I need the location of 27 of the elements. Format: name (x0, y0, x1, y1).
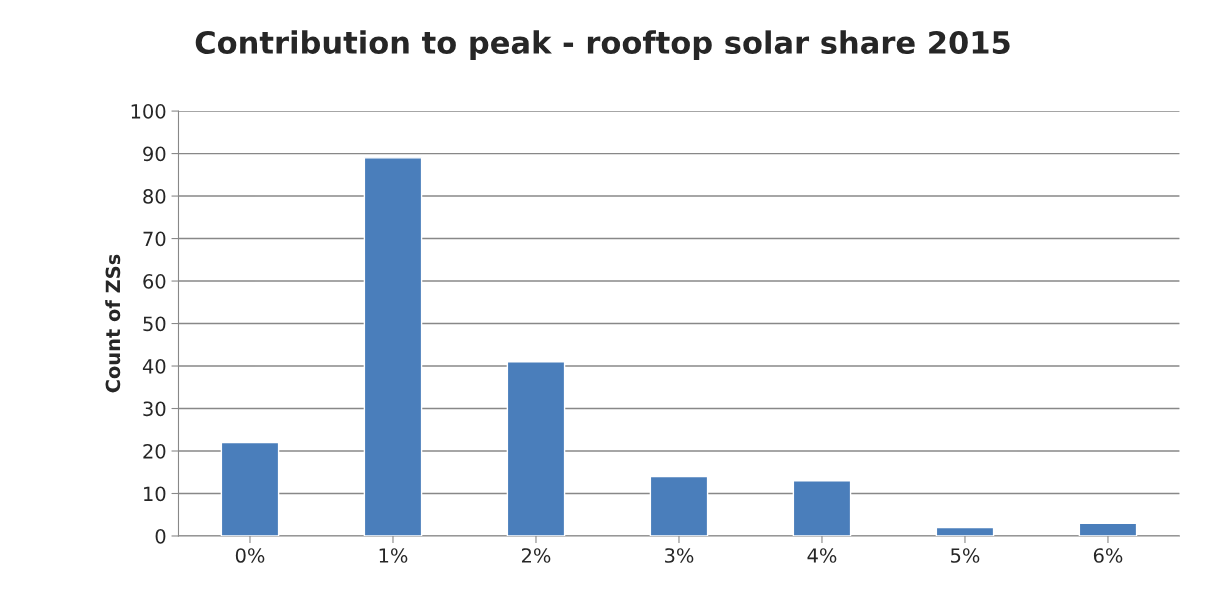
y-tick-label: 80 (143, 189, 166, 204)
chart-title: Contribution to peak - rooftop solar share 2015 (195, 30, 1010, 60)
y-tick-label: 100 (131, 104, 166, 119)
y-tick-label: 20 (143, 443, 166, 459)
bar (649, 475, 709, 536)
bar (792, 480, 852, 536)
x-tick-label: 3% (665, 548, 694, 563)
bar (1078, 522, 1138, 536)
y-tick-label: 90 (143, 146, 166, 162)
x-tick-label: 0% (235, 548, 265, 563)
y-tick-label: 50 (143, 316, 166, 332)
bar (935, 526, 995, 536)
x-tick-label: 4% (807, 548, 837, 563)
y-axis-title: Count of ZSs (105, 254, 121, 393)
y-tick-label: 70 (143, 231, 166, 247)
y-tick-label: 60 (143, 274, 166, 289)
y-tick-label: 10 (144, 486, 166, 502)
bar (363, 157, 423, 536)
bar (220, 441, 280, 536)
y-tick-label: 0 (155, 528, 166, 544)
x-tick-label: 2% (521, 548, 551, 563)
y-tick-label: 40 (142, 358, 166, 374)
x-tick-label: 6% (1093, 548, 1123, 563)
y-tick-label: 30 (143, 401, 166, 417)
bar (506, 361, 566, 536)
x-tick-label: 5% (951, 548, 980, 563)
x-tick-label: 1% (379, 548, 408, 563)
